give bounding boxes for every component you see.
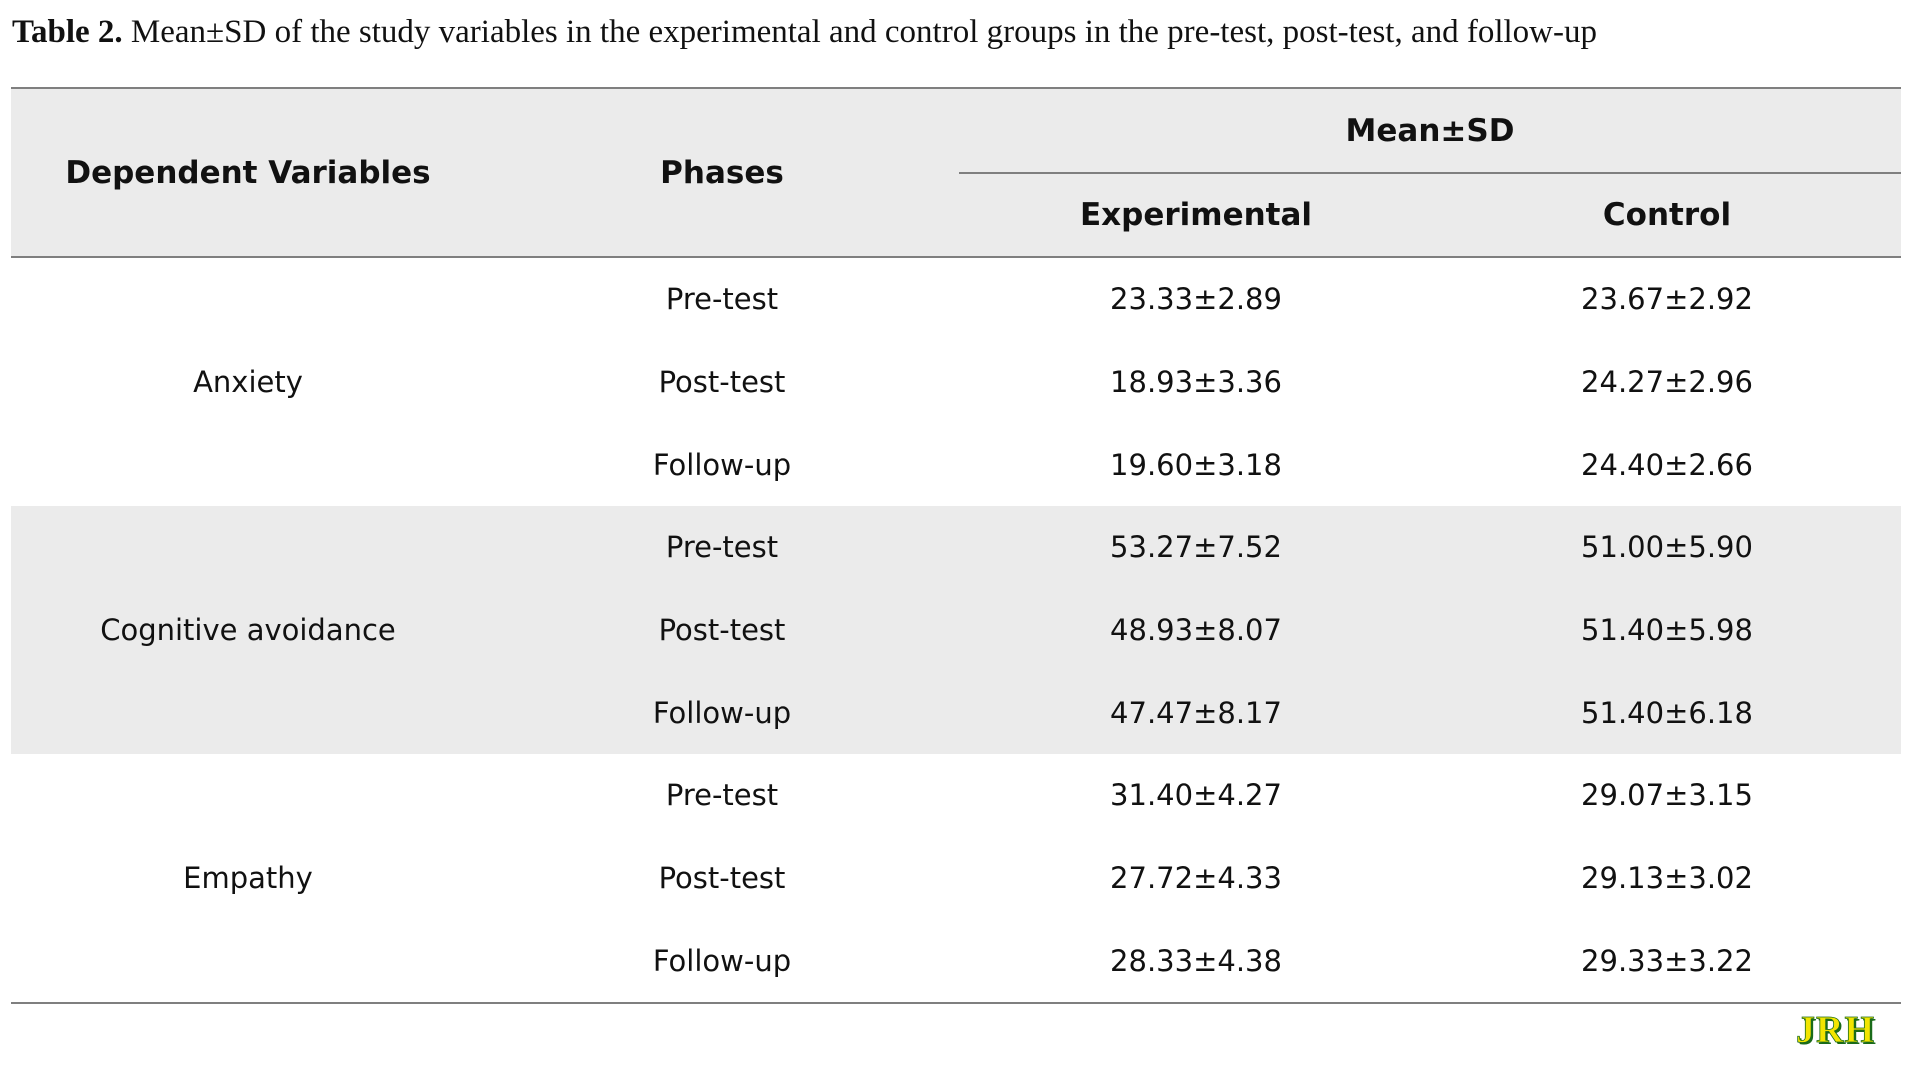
phase-cell: Follow-up	[652, 447, 792, 482]
control-cell: 51.40±6.18	[1433, 671, 1901, 755]
variable-cell: Empathy	[11, 754, 485, 1005]
table-row: Post-test 27.72±4.33 29.13±3.02	[11, 837, 1901, 920]
header-control: Control	[1433, 173, 1901, 258]
table-caption: Table 2. Mean±SD of the study variables …	[12, 10, 1597, 54]
control-cell: 29.13±3.02	[1581, 861, 1753, 896]
control-cell: 29.33±3.22	[1433, 919, 1901, 1005]
phase-cell: Post-test	[658, 365, 786, 400]
table-row: Cognitive avoidance Pre-test 53.27±7.52 …	[11, 506, 1901, 755]
phase-cell: Post-test	[658, 861, 786, 896]
control-cell: 23.67±2.92	[1581, 282, 1753, 317]
phase-cell: Pre-test	[665, 778, 779, 813]
experimental-cell: 27.72±4.33	[1110, 861, 1282, 896]
variable-cell: Cognitive avoidance	[11, 506, 485, 755]
phase-cell: Post-test	[485, 588, 959, 672]
table-row: Empathy Pre-test 31.40±4.27 29.07±3.15	[11, 754, 1901, 1005]
jrh-logo-letters: JRH	[1796, 1009, 1875, 1049]
experimental-cell: 47.47±8.17	[959, 671, 1433, 755]
experimental-cell: 53.27±7.52	[959, 506, 1433, 589]
header-phases: Phases	[485, 87, 959, 258]
table-body: Anxiety Pre-test 23.33±2.89 23.67±2.92 P…	[11, 257, 1901, 1005]
table-row: Follow-up 28.33±4.38 29.33±3.22	[11, 919, 1901, 1005]
experimental-cell: 23.33±2.89	[1110, 282, 1282, 317]
experimental-cell: 48.93±8.07	[959, 588, 1433, 672]
jrh-logo: JRH JRH	[1796, 1009, 1877, 1049]
variable-cell: Anxiety	[193, 365, 303, 400]
phase-cell: Follow-up	[485, 671, 959, 755]
control-cell: 29.07±3.15	[1581, 778, 1753, 813]
control-cell: 51.00±5.90	[1433, 506, 1901, 589]
experimental-cell: 19.60±3.18	[1110, 447, 1282, 482]
experimental-cell: 31.40±4.27	[1110, 778, 1282, 813]
control-cell: 24.27±2.96	[1581, 365, 1753, 400]
header-mean-sd: Mean±SD	[959, 87, 1901, 174]
phase-cell: Follow-up	[485, 919, 959, 1005]
table-row: Post-test 18.93±3.36 24.27±2.96	[11, 341, 1901, 424]
phase-cell: Pre-test	[665, 282, 779, 317]
control-cell: 51.40±5.98	[1433, 588, 1901, 672]
table-row: Follow-up 19.60±3.18 24.40±2.66	[11, 423, 1901, 506]
caption-label: Table 2.	[12, 14, 123, 50]
caption-text: Mean±SD of the study variables in the ex…	[122, 14, 1598, 50]
phase-cell: Pre-test	[485, 506, 959, 589]
data-table-container: Dependent Variables Phases Mean±SD Exper…	[11, 87, 1901, 1005]
table-row: Follow-up 47.47±8.17 51.40±6.18	[11, 671, 1901, 755]
data-table: Dependent Variables Phases Mean±SD Exper…	[11, 87, 1901, 1005]
jrh-logo-shadow: JRH	[1798, 1011, 1877, 1049]
table-header: Dependent Variables Phases Mean±SD Exper…	[11, 87, 1901, 258]
header-experimental: Experimental	[959, 173, 1433, 258]
header-dependent-variables: Dependent Variables	[11, 87, 485, 258]
table-row: Anxiety Pre-test 23.33±2.89 23.67±2.92	[11, 257, 1901, 399]
table-row: Post-test 48.93±8.07 51.40±5.98	[11, 588, 1901, 672]
experimental-cell: 18.93±3.36	[1110, 365, 1282, 400]
control-cell: 24.40±2.66	[1581, 447, 1753, 482]
experimental-cell: 28.33±4.38	[959, 919, 1433, 1005]
